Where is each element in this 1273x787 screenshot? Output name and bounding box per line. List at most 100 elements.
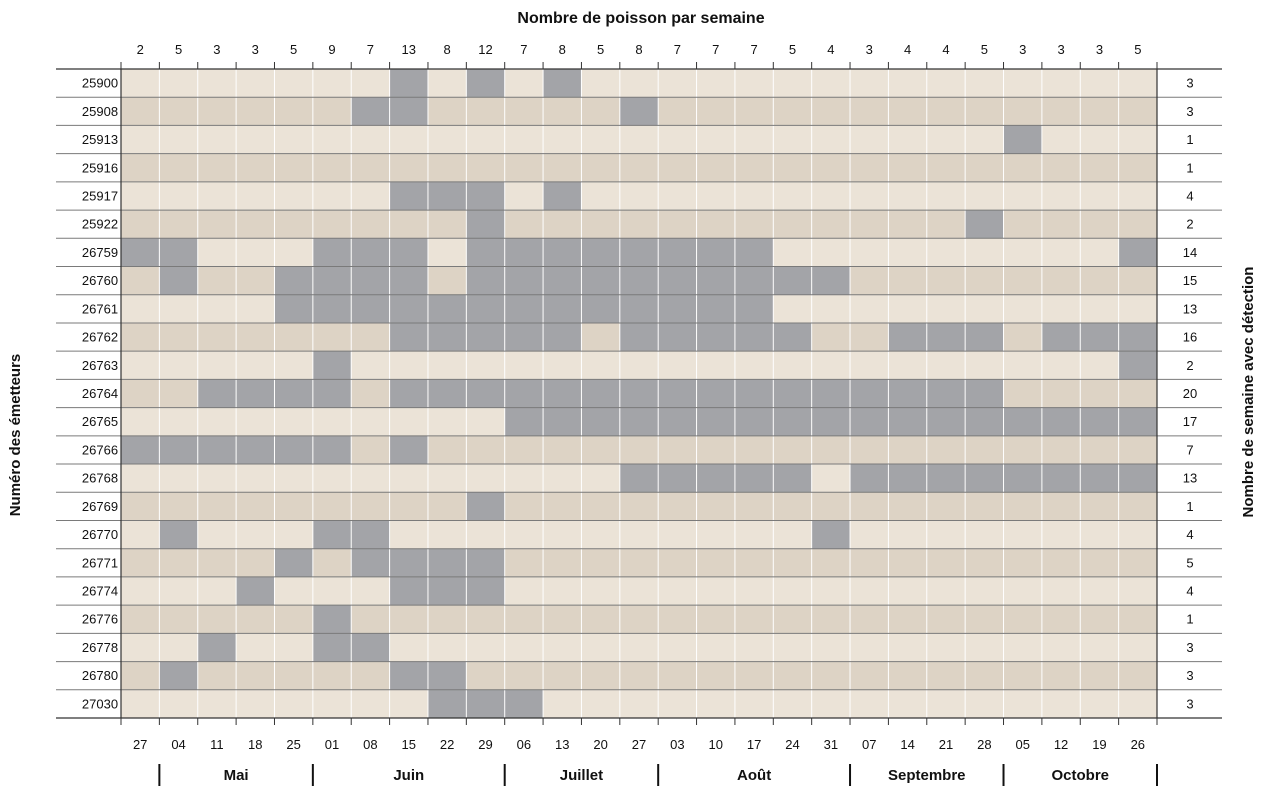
weeks-detected-label: 3 [1186, 640, 1193, 655]
heatmap-cell [658, 661, 697, 690]
heatmap-cell [888, 576, 927, 606]
heatmap-cell-detected [389, 294, 428, 323]
heatmap-cell-detected [159, 266, 198, 295]
heatmap-cell [658, 576, 697, 606]
heatmap-cell [312, 125, 352, 154]
heatmap-cell [696, 181, 735, 211]
heatmap-cell [121, 520, 160, 549]
heatmap-cell [888, 97, 927, 126]
week-tick-label: 01 [325, 737, 339, 752]
heatmap-cell-detected [734, 294, 774, 323]
heatmap-cell [811, 125, 851, 154]
heatmap-cell [1080, 633, 1119, 662]
heatmap-cell [581, 464, 620, 493]
heatmap-cell [351, 153, 390, 182]
heatmap-cell [1118, 181, 1157, 211]
heatmap-cell [1041, 520, 1081, 549]
heatmap-cell [1003, 210, 1042, 239]
heatmap-cell [312, 661, 352, 690]
heatmap-cell [351, 661, 390, 690]
heatmap-cell [389, 464, 428, 493]
heatmap-cell [466, 97, 505, 126]
heatmap-cell [543, 210, 582, 239]
heatmap-cell-detected [427, 322, 467, 352]
heatmap-cell [121, 210, 160, 239]
heatmap-cell [888, 492, 927, 521]
heatmap-cell [965, 294, 1004, 323]
heatmap-cell [504, 633, 544, 662]
heatmap-cell [504, 576, 544, 606]
weeks-detected-label: 14 [1183, 245, 1197, 260]
heatmap-cell-detected [619, 266, 659, 295]
transmitter-id-label: 26768 [82, 471, 118, 486]
weeks-detected-label: 5 [1186, 555, 1193, 570]
transmitter-id-label: 25900 [82, 76, 118, 91]
heatmap-cell-detected [466, 548, 505, 577]
heatmap-cell [504, 464, 544, 493]
heatmap-cell [696, 153, 735, 182]
heatmap-cell [274, 97, 313, 126]
heatmap-cell-detected [773, 266, 812, 295]
heatmap-cell [121, 548, 160, 577]
heatmap-cell-detected [543, 238, 582, 267]
heatmap-cell [850, 181, 889, 211]
heatmap-cell-detected [619, 379, 659, 408]
fish-count-label: 9 [328, 42, 335, 57]
heatmap-cell [236, 181, 275, 211]
heatmap-cell [658, 548, 697, 577]
heatmap-cell-detected [159, 661, 198, 690]
heatmap-cell [1118, 435, 1157, 465]
heatmap-cell [466, 520, 505, 549]
heatmap-cell [850, 435, 889, 465]
heatmap-cell [965, 238, 1004, 267]
heatmap-cell [773, 605, 812, 634]
weeks-detected-label: 2 [1186, 358, 1193, 373]
y-axis-title-right: Nombre de semaine avec détection [1240, 267, 1257, 518]
heatmap-cell [581, 125, 620, 154]
heatmap-cell [543, 153, 582, 182]
heatmap-cell-detected [389, 379, 428, 408]
heatmap-cell [1118, 633, 1157, 662]
heatmap-cell [850, 97, 889, 126]
heatmap-cell [197, 322, 237, 352]
heatmap-cell [427, 238, 467, 267]
week-tick-label: 20 [593, 737, 607, 752]
heatmap-cell [850, 125, 889, 154]
heatmap-cell-detected [1118, 238, 1157, 267]
heatmap-cell [1080, 351, 1119, 380]
heatmap-cell [734, 153, 774, 182]
transmitter-id-label: 25913 [82, 132, 118, 147]
fish-count-label: 3 [866, 42, 873, 57]
heatmap-cell [351, 689, 390, 718]
heatmap-cell [427, 97, 467, 126]
heatmap-cell [619, 605, 659, 634]
heatmap-cell-detected [965, 379, 1004, 408]
heatmap-cell [965, 97, 1004, 126]
heatmap-cell [850, 153, 889, 182]
heatmap-cell-detected [197, 435, 237, 465]
heatmap-cell-detected [351, 294, 390, 323]
fish-count-label: 5 [175, 42, 182, 57]
heatmap-cell [926, 69, 966, 98]
heatmap-cell [274, 69, 313, 98]
heatmap-cell [696, 210, 735, 239]
heatmap-cell [696, 492, 735, 521]
heatmap-cell-detected [466, 322, 505, 352]
heatmap-cell [504, 125, 544, 154]
heatmap-cell [389, 633, 428, 662]
heatmap-cell [1041, 689, 1081, 718]
heatmap-cell-detected [159, 238, 198, 267]
heatmap-cell-detected [466, 492, 505, 521]
heatmap-cell [773, 661, 812, 690]
heatmap-cell-detected [1118, 322, 1157, 352]
week-tick-label: 25 [286, 737, 300, 752]
heatmap-cell-detected [1003, 407, 1042, 436]
heatmap-cell [619, 351, 659, 380]
heatmap-cell [159, 322, 198, 352]
weeks-detected-label: 17 [1183, 414, 1197, 429]
heatmap-cell [850, 548, 889, 577]
heatmap-cell [1080, 238, 1119, 267]
heatmap-cell [504, 605, 544, 634]
heatmap-cell-detected [466, 69, 505, 98]
heatmap-cell [389, 125, 428, 154]
